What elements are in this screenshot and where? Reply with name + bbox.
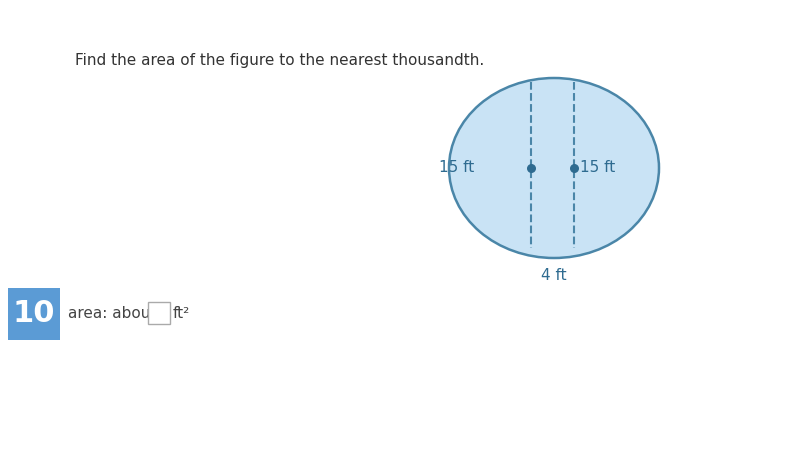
FancyBboxPatch shape [148,302,170,324]
Ellipse shape [449,78,659,258]
Text: Find the area of the figure to the nearest thousandth.: Find the area of the figure to the neare… [75,53,484,68]
Point [525,164,538,171]
Point [568,164,581,171]
Text: 15 ft: 15 ft [438,161,474,176]
Text: area: about: area: about [68,306,156,321]
Text: 4 ft: 4 ft [541,268,567,283]
FancyBboxPatch shape [8,288,60,340]
Text: 10: 10 [13,300,55,328]
Text: 15 ft: 15 ft [580,161,615,176]
Text: ft²: ft² [173,306,190,321]
